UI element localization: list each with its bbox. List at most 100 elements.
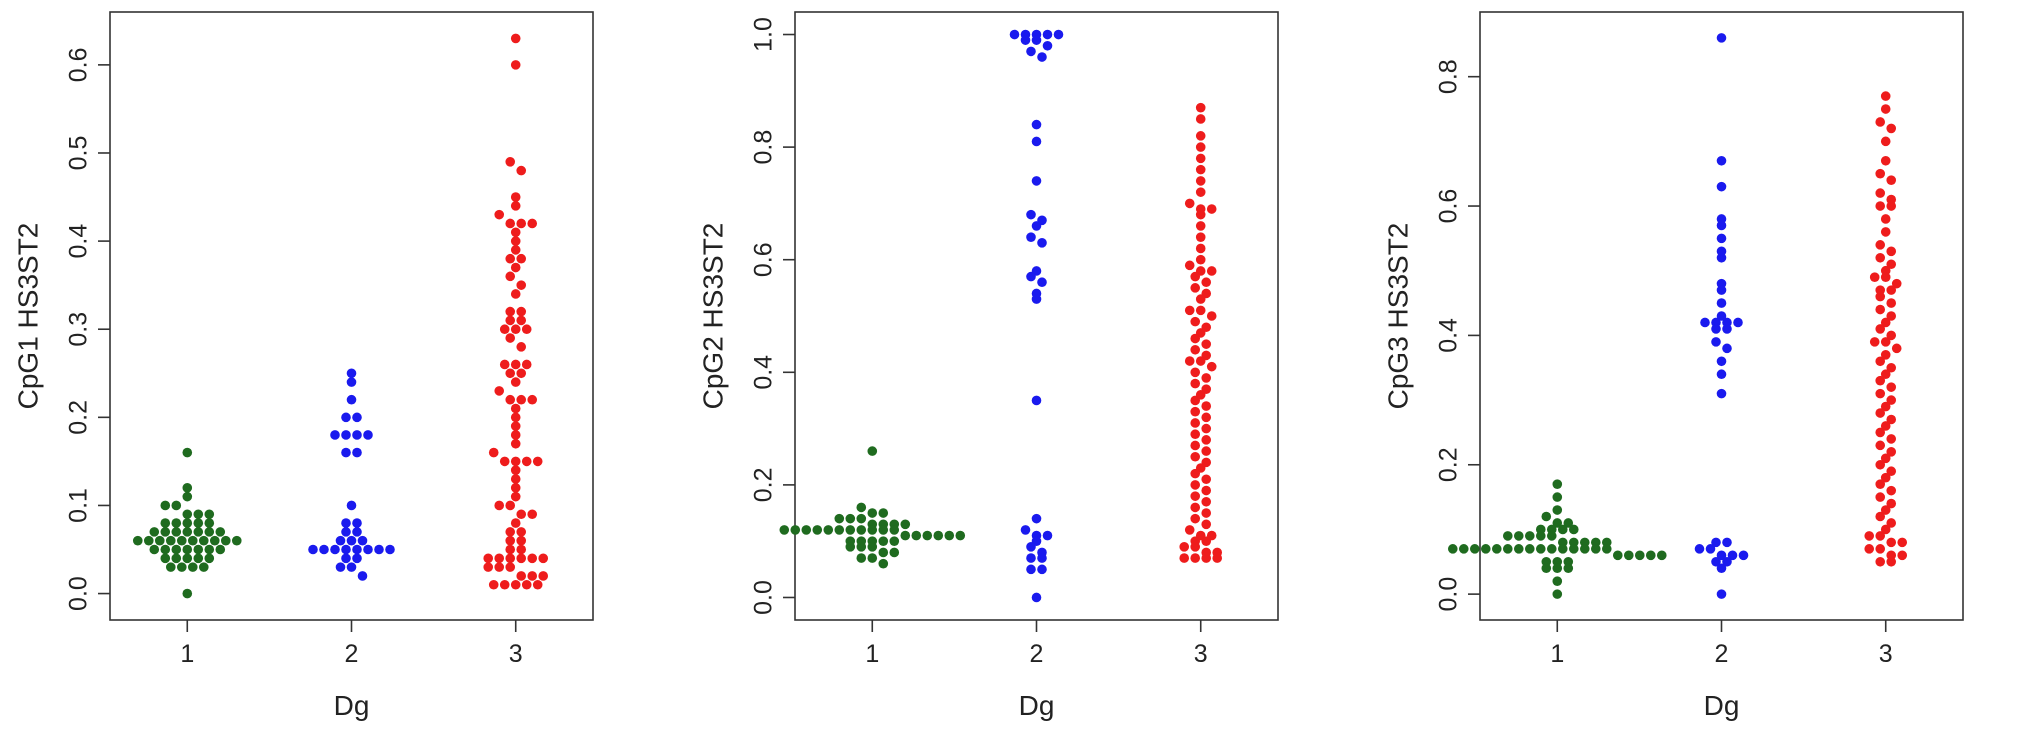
panel-1-dg3-point-50	[510, 483, 521, 493]
panel-3-dg2-point-18	[1711, 337, 1721, 347]
panel-2-dg3-point-70	[1179, 542, 1190, 552]
panel-1-dg3-point-5	[510, 201, 521, 211]
panel-2-dg3-point-26	[1206, 311, 1217, 321]
panel-3-dg3-point-0	[1880, 91, 1891, 101]
panel-2-dg3-point-65	[1184, 525, 1195, 535]
panel-3-dg2-point-22	[1716, 388, 1727, 399]
panel-2-dg2-point-9	[1037, 52, 1047, 62]
panel-3-dg3-point-53	[1880, 472, 1891, 483]
panel-1-dg1-point-24	[176, 535, 187, 546]
panel-1-dg2-point-2	[346, 394, 357, 405]
panel-3-dg1-point-2	[1552, 505, 1563, 515]
panel-3-dg3-point-12	[1880, 214, 1891, 224]
panel-1-dg1-point-11	[193, 518, 204, 528]
panel-2-dg1-point-11	[779, 525, 790, 535]
panel-3-dg3-point-3	[1886, 123, 1897, 134]
panel-3-dg3-point-52	[1886, 466, 1897, 477]
panel-1-dg3-point-45	[510, 456, 521, 467]
panel-1-dg3-point-64	[494, 553, 505, 564]
panel-1-dg1-point-26	[198, 535, 209, 546]
panel-1-dg2-point-26	[385, 544, 395, 555]
panel-1-dg3-point-76	[499, 579, 510, 590]
panel-1-dg3-point-9	[527, 218, 538, 229]
panel-1-dg3-point-19	[505, 306, 516, 317]
panel-1-dg3-point-32	[516, 368, 527, 379]
panel-1-dg1-point-7	[204, 509, 215, 520]
panel-2-dg3-point-24	[1184, 305, 1195, 316]
panel-3-dg2-point-0	[1716, 33, 1727, 43]
panel-3-ytick-label-1: 0.2	[1435, 447, 1463, 482]
panel-1-dg3-point-34	[494, 386, 505, 396]
panel-3-dg3-point-10	[1875, 201, 1886, 211]
panel-2-dg3-point-48	[1190, 429, 1201, 440]
panel-3-dg1-point-0	[1552, 479, 1563, 489]
panel-2-dg1-point-26	[944, 530, 955, 541]
panel-3-dg2-point-33	[1716, 589, 1727, 599]
panel-3-dg1-point-24	[1491, 544, 1502, 554]
panel-1-dg3-point-1	[510, 60, 521, 70]
panel-1-dg3-point-2	[505, 156, 516, 167]
panel-2-dg1-point-36	[878, 547, 889, 558]
panel-3-dg1-point-35	[1612, 550, 1623, 561]
panel-2-dg3-point-77	[1212, 553, 1223, 563]
panel-3-dg2-point-4	[1716, 220, 1727, 231]
panel-1-dg3-point-22	[516, 315, 527, 326]
panel-2-dg2-point-6	[1031, 35, 1042, 45]
panel-1-dg1-point-15	[171, 527, 182, 537]
panel-1-dg3-point-75	[488, 579, 499, 590]
panel-3-dg1-point-26	[1513, 544, 1524, 554]
panel-2-dg1-point-12	[790, 525, 801, 535]
panel-2-dg3-point-75	[1190, 553, 1201, 563]
panel-1-dg3-point-48	[510, 465, 521, 476]
panel-3-dg2-point-29	[1738, 550, 1749, 561]
panel-1-xtick-label-1: 2	[345, 640, 359, 668]
panel-1-dg2-point-15	[352, 527, 362, 537]
panel-1-dg1-point-3	[160, 500, 171, 511]
panel-2-dg3-point-36	[1206, 361, 1217, 372]
panel-1-dg3-point-33	[510, 377, 521, 387]
panel-3-dg1-point-28	[1535, 544, 1546, 554]
panel-2-dg3-point-13	[1195, 232, 1206, 242]
panel-1-dg3-point-35	[505, 394, 516, 405]
panel-3-dg1-point-11	[1513, 531, 1524, 541]
panel-2-dg1-point-0	[867, 446, 878, 456]
panel-2-dg2-point-27	[1042, 530, 1053, 541]
panel-2-dg1-point-37	[889, 547, 900, 558]
panel-2-dg1-point-39	[867, 553, 878, 563]
panel-3-dg1-point-44	[1552, 563, 1563, 574]
panel-1-dg3-point-59	[505, 535, 516, 546]
panel-2-dg3-point-11	[1195, 209, 1206, 220]
panel-3-dg2-point-26	[1705, 544, 1716, 554]
panel-1-dg1-point-18	[204, 527, 215, 537]
panel-1-ytick-label-5: 0.5	[65, 136, 93, 171]
panel-1-dg3-point-14	[516, 253, 527, 264]
panel-2-dg3-point-8	[1184, 198, 1195, 209]
panel-3-dg3-point-61	[1880, 524, 1891, 535]
panel-2-dg3-point-4	[1195, 153, 1206, 164]
panel-1-dg2-point-20	[319, 544, 329, 555]
panel-1-dg3-point-77	[510, 579, 521, 590]
panel-2-dg1-point-21	[889, 525, 900, 535]
panel-3-x-axis-title: Dg	[1704, 690, 1740, 721]
panel-1-dg3-point-58	[516, 527, 527, 537]
panel-2-dg3-point-21	[1190, 283, 1201, 293]
panel-1-dg2-point-7	[352, 430, 362, 440]
panel-1-dg3-point-12	[510, 245, 521, 255]
panel-2-dg3-point-71	[1190, 542, 1201, 552]
panel-2-dg3-point-19	[1190, 271, 1201, 282]
panel-3-dg1-point-5	[1563, 518, 1574, 528]
panel-2-dg3-point-12	[1195, 221, 1206, 231]
panel-1-dg1-point-20	[132, 535, 143, 546]
panel-1-dg3-point-49	[510, 474, 521, 484]
panel-2-dg3-point-60	[1201, 496, 1212, 507]
panel-2-dg1-point-31	[878, 536, 889, 546]
panel-1-dg2-point-17	[346, 535, 357, 546]
panel-1-dg1-point-30	[149, 544, 160, 555]
panel-3-ytick-label-4: 0.8	[1435, 59, 1463, 94]
panel-3-dg3-point-45	[1880, 421, 1891, 431]
panel-3-dg2-point-25	[1694, 544, 1705, 554]
panel-1-dg3-point-40	[510, 421, 521, 431]
panel-3-dg3-point-28	[1880, 317, 1891, 328]
panel-3-dg3-point-31	[1869, 337, 1880, 347]
